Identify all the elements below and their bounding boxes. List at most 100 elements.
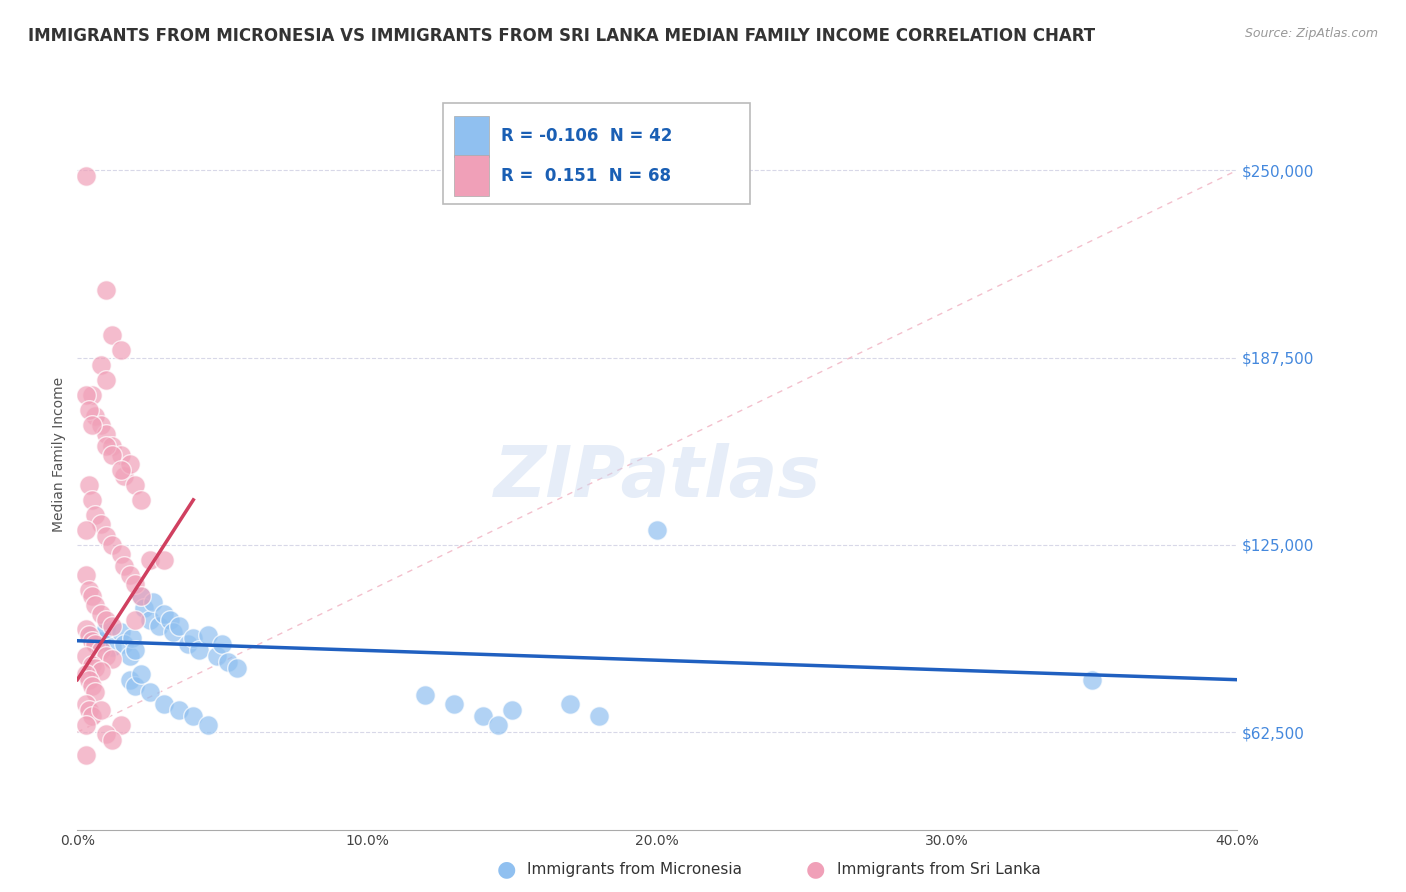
Point	[90, 633, 111, 648]
Point	[129, 666, 152, 681]
Point	[75, 567, 97, 582]
FancyBboxPatch shape	[443, 103, 751, 204]
Point	[167, 619, 190, 633]
Point	[75, 169, 97, 184]
Point	[101, 651, 124, 665]
Point	[110, 343, 132, 357]
Point	[83, 598, 105, 612]
Point	[486, 717, 509, 731]
Text: Immigrants from Sri Lanka: Immigrants from Sri Lanka	[837, 863, 1040, 877]
FancyBboxPatch shape	[454, 116, 489, 157]
Point	[77, 628, 100, 642]
Point	[90, 607, 111, 621]
Point	[80, 492, 103, 507]
Point	[129, 492, 152, 507]
Point	[129, 589, 152, 603]
Point	[124, 679, 146, 693]
Point	[96, 622, 118, 636]
Point	[90, 703, 111, 717]
Point	[124, 478, 146, 492]
Point	[118, 673, 141, 687]
Point	[96, 726, 118, 740]
Text: Source: ZipAtlas.com: Source: ZipAtlas.com	[1244, 27, 1378, 40]
Point	[80, 388, 103, 402]
Y-axis label: Median Family Income: Median Family Income	[52, 377, 66, 533]
Point	[80, 628, 103, 642]
Point	[101, 439, 124, 453]
Point	[75, 666, 97, 681]
Point	[112, 469, 135, 483]
Point	[205, 648, 228, 663]
Point	[112, 558, 135, 573]
Point	[90, 358, 111, 372]
Point	[1081, 673, 1104, 687]
Point	[183, 631, 205, 645]
Point	[443, 697, 465, 711]
Text: ZIPatlas: ZIPatlas	[494, 443, 821, 512]
Point	[77, 582, 100, 597]
Point	[129, 589, 152, 603]
FancyBboxPatch shape	[454, 155, 489, 196]
Point	[153, 697, 176, 711]
Point	[83, 661, 105, 675]
Point	[139, 553, 162, 567]
Point	[83, 409, 105, 423]
Point	[80, 633, 103, 648]
Point	[413, 688, 436, 702]
Point	[110, 448, 132, 462]
Text: Immigrants from Micronesia: Immigrants from Micronesia	[527, 863, 742, 877]
Point	[139, 684, 162, 698]
Point	[96, 439, 118, 453]
Point	[101, 640, 124, 654]
Point	[96, 648, 118, 663]
Point	[153, 553, 176, 567]
Point	[139, 613, 162, 627]
Point	[75, 747, 97, 762]
Point	[96, 283, 118, 297]
Point	[90, 417, 111, 432]
Point	[110, 547, 132, 561]
Point	[121, 631, 143, 645]
Point	[101, 328, 124, 343]
Point	[101, 732, 124, 747]
Point	[75, 523, 97, 537]
Point	[225, 661, 247, 675]
Point	[110, 717, 132, 731]
Point	[80, 417, 103, 432]
Point	[75, 648, 97, 663]
Point	[83, 637, 105, 651]
Point	[183, 708, 205, 723]
Point	[124, 642, 146, 657]
Point	[75, 622, 97, 636]
Point	[124, 576, 146, 591]
Point	[110, 624, 132, 639]
Point	[167, 703, 190, 717]
Point	[80, 708, 103, 723]
Point	[101, 448, 124, 462]
Point	[75, 697, 97, 711]
Point	[211, 637, 233, 651]
Text: R = -0.106  N = 42: R = -0.106 N = 42	[501, 128, 672, 145]
Point	[132, 600, 155, 615]
Point	[96, 529, 118, 543]
Point	[197, 628, 219, 642]
Point	[647, 523, 669, 537]
Point	[96, 373, 118, 387]
Point	[77, 673, 100, 687]
Point	[112, 637, 135, 651]
Point	[217, 655, 239, 669]
Point	[188, 642, 211, 657]
Point	[124, 613, 146, 627]
Text: IMMIGRANTS FROM MICRONESIA VS IMMIGRANTS FROM SRI LANKA MEDIAN FAMILY INCOME COR: IMMIGRANTS FROM MICRONESIA VS IMMIGRANTS…	[28, 27, 1095, 45]
Point	[560, 697, 582, 711]
Point	[176, 637, 198, 651]
Point	[77, 403, 100, 417]
Point	[96, 426, 118, 441]
Point	[90, 642, 111, 657]
Text: R =  0.151  N = 68: R = 0.151 N = 68	[501, 167, 671, 185]
Point	[101, 538, 124, 552]
Point	[148, 619, 170, 633]
Point	[77, 478, 100, 492]
Point	[162, 624, 184, 639]
Point	[472, 708, 495, 723]
